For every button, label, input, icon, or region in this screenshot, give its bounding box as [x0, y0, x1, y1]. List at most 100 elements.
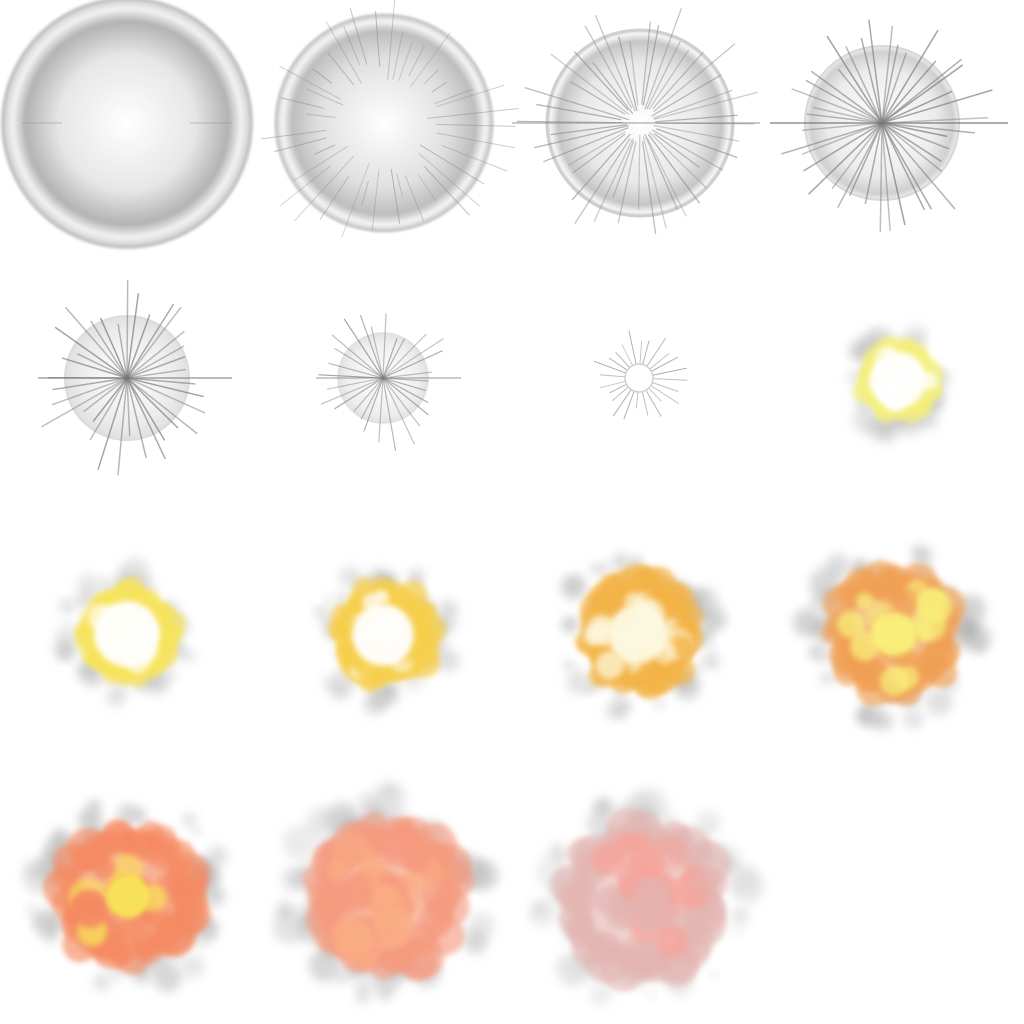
- flash-spike: [320, 377, 384, 405]
- flash-spike: [327, 377, 384, 390]
- flash-spike: [879, 122, 883, 233]
- flash-spike: [319, 176, 349, 220]
- smoke-puff: [911, 545, 927, 561]
- flash-spike: [881, 30, 939, 124]
- flash-spike: [653, 89, 733, 119]
- flash-spike: [353, 377, 384, 412]
- flash-spike: [361, 180, 369, 206]
- smoke-puff: [81, 811, 97, 827]
- flash-spike: [574, 51, 629, 111]
- smoke-puff: [594, 798, 615, 818]
- flash-spike: [408, 45, 425, 76]
- fire-texture: [374, 907, 415, 948]
- smoke-puff: [93, 973, 111, 991]
- flash-spike: [294, 155, 354, 221]
- sprite-frame-empty: [768, 768, 1024, 1024]
- flash-spike: [436, 123, 516, 127]
- flash-spike: [387, 0, 396, 81]
- sprite-frame-3: [512, 0, 768, 256]
- flash-spike: [618, 36, 638, 111]
- flash-spike: [280, 97, 325, 109]
- flash-spike: [126, 368, 186, 379]
- flash-spike: [274, 137, 327, 152]
- smoke-puff: [59, 597, 77, 615]
- flash-spike: [375, 10, 381, 67]
- smoke-puff: [653, 698, 665, 710]
- flash-spike: [641, 21, 651, 105]
- smoke-puff: [436, 649, 460, 673]
- flash-spike: [612, 140, 635, 198]
- flash-spike: [117, 377, 128, 476]
- fire-texture: [591, 620, 611, 641]
- flash-spike: [812, 106, 883, 124]
- fire-texture: [323, 892, 345, 915]
- flash-spike: [653, 43, 736, 113]
- flash-spike: [881, 122, 925, 211]
- fire-core: [107, 875, 149, 917]
- shockwave-ring-frame-3: [512, 8, 760, 235]
- smoke-puff: [60, 650, 71, 662]
- flash-spike: [881, 122, 948, 138]
- smoke-puff: [87, 799, 102, 814]
- sprite-frame-5: [0, 256, 256, 512]
- flash-spike: [382, 377, 426, 391]
- fire-texture: [330, 832, 373, 874]
- smoke-puff: [730, 869, 765, 904]
- flash-spike: [97, 377, 128, 471]
- smoke-puff: [528, 898, 559, 929]
- flash-spike: [426, 108, 519, 119]
- smoke-puff: [546, 847, 563, 864]
- smoke-puff: [272, 909, 307, 944]
- smoke-puff: [133, 806, 147, 821]
- flash-spike: [653, 124, 740, 142]
- flash-spike: [83, 377, 128, 413]
- smoke-puff: [336, 972, 348, 985]
- flash-spike: [881, 122, 975, 134]
- smoke-puff: [75, 652, 82, 659]
- flash-spike: [61, 357, 128, 379]
- flash-spike: [77, 353, 128, 379]
- flash-spike: [571, 133, 631, 201]
- smoke-puff: [695, 664, 703, 672]
- flash-spike: [126, 356, 186, 379]
- smoke-puff: [323, 594, 332, 602]
- flash-spike: [126, 377, 196, 385]
- flash-spike: [382, 338, 398, 379]
- flash-spike: [41, 377, 128, 428]
- smoke-puff: [463, 929, 488, 955]
- flash-spike: [293, 145, 348, 182]
- flash-spike: [543, 127, 629, 163]
- smoke-puff: [23, 858, 46, 882]
- flash-spike: [52, 377, 128, 391]
- flash-spike: [126, 377, 198, 435]
- flash-spike: [550, 53, 630, 115]
- flash-spike: [65, 306, 128, 379]
- fireball-frame-11: [559, 552, 728, 721]
- flash-spike: [881, 122, 942, 162]
- flash-spike: [382, 338, 444, 379]
- smoke-puff: [97, 575, 109, 587]
- sprite-frame-8: [768, 256, 1024, 512]
- sprite-frame-14: [256, 768, 512, 1024]
- flash-spike: [860, 37, 883, 124]
- flash-spike: [881, 89, 993, 124]
- fireball-frame-12: [792, 545, 993, 732]
- fire-core: [609, 605, 667, 663]
- smoke-puff: [76, 574, 100, 597]
- fire-texture: [911, 607, 947, 642]
- flash-spike: [325, 21, 362, 84]
- fire-texture: [655, 924, 689, 958]
- flash-spike: [382, 377, 429, 403]
- flash-spike: [594, 15, 636, 112]
- flash-spike: [419, 144, 485, 185]
- flash-spike: [279, 65, 341, 100]
- flash-spike: [382, 377, 421, 427]
- fire-core: [94, 601, 160, 667]
- fire-texture: [633, 876, 672, 915]
- flash-spike: [791, 88, 883, 124]
- flash-spike: [314, 144, 336, 155]
- smoke-puff: [282, 824, 318, 860]
- flash-spike: [126, 306, 182, 379]
- flash-spike: [806, 113, 883, 124]
- flash-spike: [641, 141, 657, 235]
